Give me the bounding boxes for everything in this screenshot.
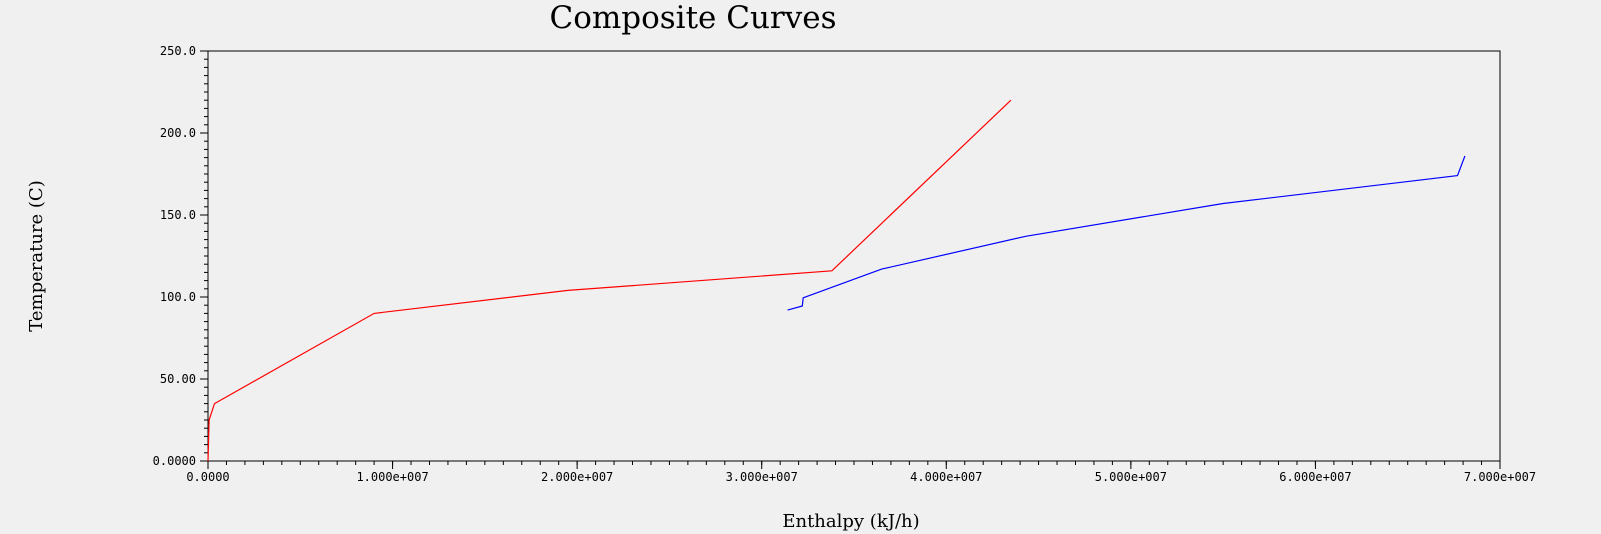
hot-composite-curve [207,99,1012,462]
y-major-ticks: 0.0000 50.00 100.0 150.0 200.0 250.0 [153,44,208,468]
x-tick-label: 7.000e+007 [1464,470,1536,484]
y-tick-label: 0.0000 [153,454,196,468]
plot-area [207,50,1501,462]
y-tick-label: 50.00 [160,372,196,386]
x-tick-label: 1.000e+007 [356,470,428,484]
x-tick-label: 3.000e+007 [726,470,798,484]
x-tick-label: 5.000e+007 [1095,470,1167,484]
chart-title: Composite Curves [549,0,836,36]
x-major-ticks: 0.0000 1.000e+007 2.000e+007 3.000e+007 4.00… [186,461,1536,484]
y-tick-label: 150.0 [160,208,196,222]
x-tick-label: 0.0000 [186,470,229,484]
x-tick-label: 2.000e+007 [541,470,613,484]
series-layer [207,99,1466,462]
y-minor-ticks [204,50,208,462]
cold-composite-curve [787,155,1466,311]
x-minor-ticks [207,461,1501,465]
x-tick-label: 4.000e+007 [910,470,982,484]
x-axis-label: Enthalpy (kJ/h) [782,511,919,532]
y-tick-label: 250.0 [160,44,196,58]
y-tick-label: 100.0 [160,290,196,304]
y-axis-label: Temperature (C) [26,180,47,331]
y-tick-label: 200.0 [160,126,196,140]
x-tick-label: 6.000e+007 [1279,470,1351,484]
